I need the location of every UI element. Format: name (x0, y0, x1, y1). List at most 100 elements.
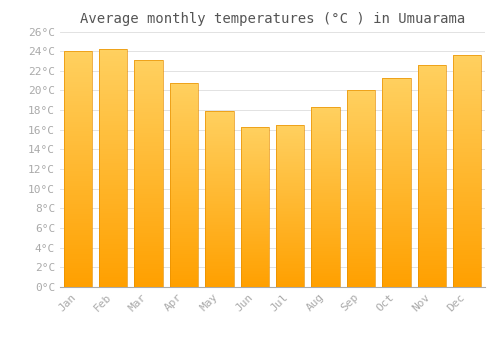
Bar (64, 89, 92, 91)
Bar (205, 220, 234, 222)
Bar (347, 155, 375, 157)
Bar (418, 243, 446, 245)
Bar (312, 213, 340, 215)
Bar (276, 267, 304, 269)
Bar (453, 160, 482, 162)
Bar (134, 196, 162, 198)
Bar (276, 258, 304, 259)
Bar (99, 73, 128, 75)
Bar (276, 233, 304, 235)
Bar (64, 134, 92, 136)
Bar (134, 244, 162, 246)
Bar (99, 63, 128, 66)
Bar (312, 192, 340, 194)
Bar (99, 85, 128, 87)
Bar (382, 166, 410, 168)
Bar (134, 139, 162, 142)
Bar (312, 197, 340, 199)
Bar (134, 212, 162, 214)
Bar (453, 229, 482, 231)
Bar (418, 140, 446, 143)
Bar (205, 206, 234, 208)
Bar (240, 183, 269, 184)
Bar (240, 247, 269, 248)
Bar (99, 285, 128, 287)
Bar (382, 249, 410, 251)
Bar (64, 120, 92, 122)
Bar (382, 264, 410, 266)
Bar (170, 207, 198, 209)
Bar (134, 137, 162, 139)
Bar (64, 96, 92, 98)
Bar (205, 210, 234, 211)
Bar (205, 120, 234, 122)
Bar (64, 237, 92, 240)
Bar (312, 121, 340, 123)
Bar (312, 141, 340, 143)
Bar (205, 199, 234, 201)
Bar (418, 231, 446, 234)
Bar (347, 218, 375, 220)
Bar (382, 251, 410, 253)
Bar (240, 234, 269, 236)
Bar (418, 118, 446, 120)
Bar (134, 155, 162, 158)
Bar (240, 138, 269, 140)
Bar (453, 171, 482, 173)
Bar (99, 270, 128, 273)
Bar (312, 183, 340, 184)
Bar (312, 123, 340, 125)
Bar (99, 128, 128, 130)
Bar (453, 60, 482, 62)
Bar (276, 282, 304, 284)
Bar (240, 271, 269, 273)
Bar (382, 182, 410, 184)
Bar (312, 231, 340, 233)
Bar (276, 259, 304, 261)
Bar (64, 221, 92, 223)
Bar (382, 243, 410, 245)
Bar (64, 127, 92, 129)
Bar (99, 68, 128, 71)
Bar (170, 178, 198, 181)
Bar (276, 222, 304, 224)
Bar (453, 227, 482, 229)
Bar (418, 260, 446, 262)
Bar (347, 161, 375, 163)
Bar (276, 193, 304, 195)
Bar (99, 206, 128, 209)
Bar (347, 98, 375, 100)
Bar (382, 279, 410, 281)
Bar (64, 280, 92, 282)
Bar (134, 62, 162, 64)
Bar (418, 85, 446, 87)
Bar (64, 195, 92, 197)
Bar (205, 114, 234, 117)
Bar (240, 202, 269, 204)
Bar (134, 74, 162, 76)
Bar (347, 175, 375, 177)
Bar (134, 253, 162, 255)
Bar (382, 180, 410, 182)
Bar (312, 107, 340, 109)
Bar (99, 237, 128, 239)
Bar (453, 264, 482, 266)
Bar (170, 83, 198, 287)
Bar (453, 76, 482, 78)
Bar (170, 197, 198, 199)
Bar (347, 100, 375, 102)
Bar (240, 176, 269, 178)
Bar (276, 146, 304, 148)
Bar (312, 219, 340, 220)
Bar (453, 238, 482, 240)
Bar (453, 210, 482, 213)
Bar (418, 254, 446, 256)
Bar (276, 204, 304, 206)
Bar (347, 159, 375, 161)
Bar (170, 203, 198, 205)
Bar (418, 256, 446, 258)
Bar (64, 160, 92, 162)
Bar (347, 189, 375, 191)
Bar (240, 154, 269, 156)
Bar (170, 219, 198, 222)
